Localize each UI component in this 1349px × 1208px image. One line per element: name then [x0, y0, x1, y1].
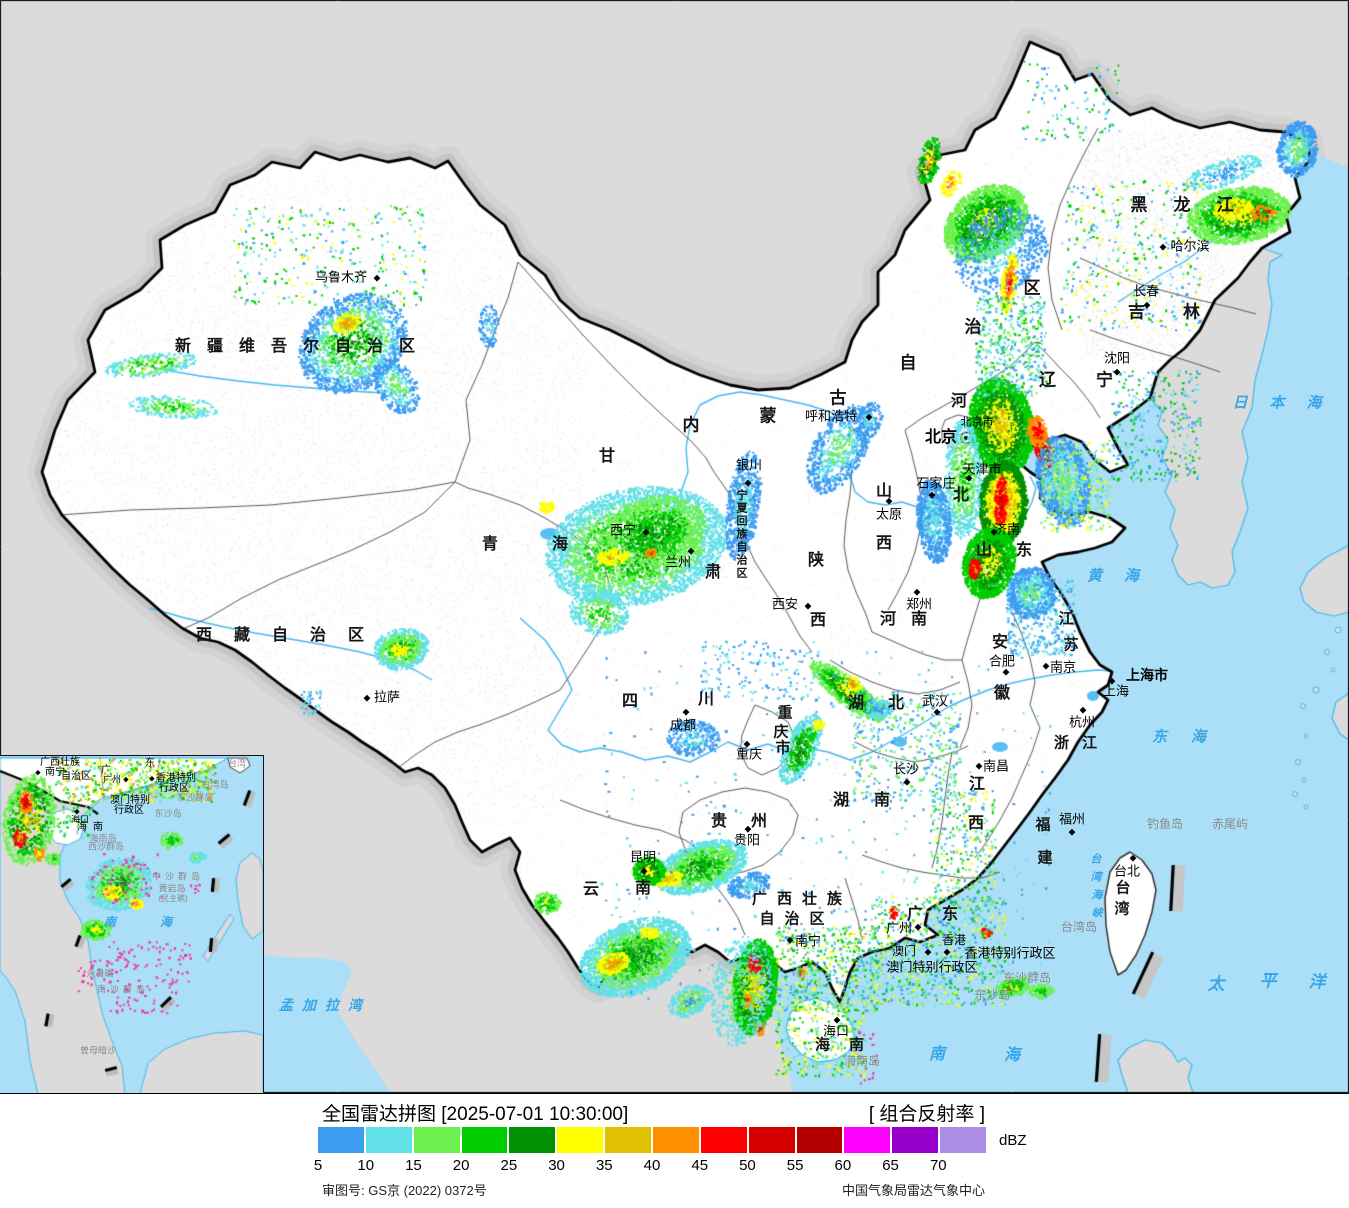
scale-tick-5: 5	[313, 1157, 323, 1174]
colorbar-cell-10	[365, 1127, 412, 1153]
colorbar-cell-40	[653, 1127, 699, 1153]
colorbar-cell-5	[318, 1127, 364, 1153]
colorbar-cell-70	[940, 1127, 987, 1153]
colorbar-cell-30	[557, 1127, 604, 1153]
scale-tick-10: 10	[357, 1157, 375, 1174]
colorbar-cell-35	[605, 1127, 652, 1153]
china-radar-map[interactable]: 黑龙江 吉林 辽宁内蒙古自治区新疆维吾尔自治区 西藏自治区青海甘肃陕西山西河北山东 河南…	[0, 0, 1349, 1094]
legend-bar: 全国雷达拼图 [2025-07-01 10:30:00] [ 组合反射率 ] d…	[0, 1093, 1349, 1208]
scale-tick-45: 45	[691, 1157, 709, 1174]
colorbar-cell-55	[796, 1127, 843, 1153]
colorbar-cell-60	[844, 1127, 891, 1153]
unit-label: dBZ	[999, 1132, 1027, 1149]
scale-tick-40: 40	[643, 1157, 661, 1174]
mosaic-title: 全国雷达拼图 [2025-07-01 10:30:00]	[322, 1104, 629, 1125]
scale-tick-55: 55	[786, 1157, 804, 1174]
south-china-sea-inset: 广西壮族 自治区 南宁广东广州 香港特别 行政区 澳门特别 行政区 海口 海南 台湾 台湾岛 东沙群岛…	[0, 755, 264, 1094]
approval-number: 审图号: GS京 (2022) 0372号	[322, 1183, 487, 1198]
colorbar-cell-15	[413, 1127, 460, 1153]
scale-tick-30: 30	[548, 1157, 565, 1174]
colorbar-cell-45	[700, 1127, 747, 1153]
scale-tick-60: 60	[834, 1157, 852, 1174]
scale-tick-70: 70	[929, 1157, 947, 1174]
reflectivity-colorbar	[318, 1127, 987, 1153]
colorbar-cell-50	[748, 1127, 795, 1153]
scale-tick-20: 20	[452, 1157, 470, 1174]
agency-name: 中国气象局雷达气象中心	[841, 1183, 985, 1198]
product-label: [ 组合反射率 ]	[868, 1104, 985, 1125]
scale-tick-50: 50	[739, 1157, 756, 1174]
colorbar-cell-25	[509, 1127, 556, 1153]
scale-tick-25: 25	[500, 1157, 518, 1174]
colorbar-cell-20	[461, 1127, 508, 1153]
inset-map-canvas	[0, 756, 263, 1094]
scale-tick-35: 35	[595, 1157, 613, 1174]
colorbar-cell-65	[892, 1127, 939, 1153]
scale-tick-65: 65	[882, 1157, 899, 1174]
scale-tick-15: 15	[405, 1157, 422, 1174]
